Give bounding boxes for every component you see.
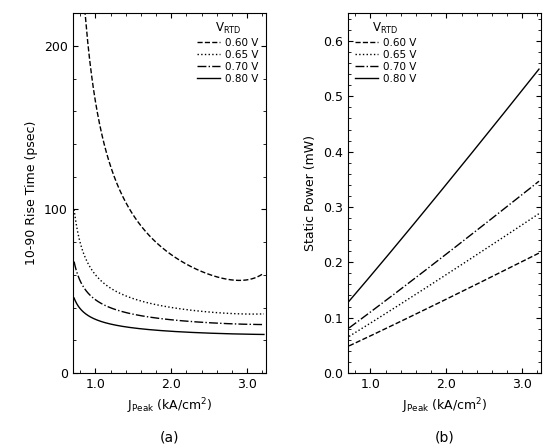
0.60 V <box>449 294 455 299</box>
0.65 V <box>161 304 167 309</box>
0.60 V <box>257 273 263 278</box>
Y-axis label: 10-90 Rise Time (psec): 10-90 Rise Time (psec) <box>25 121 39 266</box>
0.70 V <box>531 182 538 187</box>
0.80 V <box>184 329 190 335</box>
0.80 V <box>459 162 465 167</box>
X-axis label: J$_{\mathrm{Peak}}$ (kA/cm$^2$): J$_{\mathrm{Peak}}$ (kA/cm$^2$) <box>402 396 487 416</box>
0.60 V <box>531 253 538 258</box>
0.65 V <box>459 262 465 267</box>
0.60 V <box>437 299 444 305</box>
0.65 V <box>184 307 190 313</box>
0.80 V <box>161 328 167 333</box>
0.70 V <box>71 259 78 264</box>
0.65 V <box>261 311 267 317</box>
Line: 0.65 V: 0.65 V <box>74 210 264 314</box>
0.60 V <box>459 289 465 294</box>
0.70 V <box>261 322 267 327</box>
0.80 V <box>437 189 444 194</box>
0.65 V <box>249 311 256 317</box>
0.80 V <box>536 67 542 72</box>
0.70 V <box>174 317 180 323</box>
0.70 V <box>502 206 508 211</box>
0.65 V <box>436 277 442 282</box>
0.65 V <box>437 276 444 281</box>
0.65 V <box>346 334 353 339</box>
0.60 V <box>536 250 542 256</box>
0.60 V <box>236 278 243 283</box>
Line: 0.70 V: 0.70 V <box>349 181 539 328</box>
0.65 V <box>536 211 542 216</box>
0.70 V <box>437 256 444 261</box>
Line: 0.80 V: 0.80 V <box>349 69 539 301</box>
0.65 V <box>502 234 508 239</box>
0.80 V <box>531 72 538 78</box>
0.70 V <box>256 322 263 327</box>
0.80 V <box>436 190 442 196</box>
0.70 V <box>161 316 167 321</box>
0.60 V <box>436 300 442 305</box>
0.80 V <box>174 329 180 334</box>
0.80 V <box>346 298 353 304</box>
0.65 V <box>257 311 263 317</box>
Text: (b): (b) <box>435 431 454 444</box>
0.70 V <box>184 318 190 324</box>
0.80 V <box>162 328 169 333</box>
0.70 V <box>346 325 353 331</box>
Line: 0.70 V: 0.70 V <box>74 262 264 325</box>
0.80 V <box>502 109 508 115</box>
Legend: 0.60 V, 0.65 V, 0.70 V, 0.80 V: 0.60 V, 0.65 V, 0.70 V, 0.80 V <box>195 19 261 86</box>
0.80 V <box>71 295 78 301</box>
0.80 V <box>261 332 267 337</box>
0.60 V <box>174 256 180 261</box>
0.70 V <box>227 321 233 326</box>
X-axis label: J$_{\mathrm{Peak}}$ (kA/cm$^2$): J$_{\mathrm{Peak}}$ (kA/cm$^2$) <box>127 396 212 416</box>
0.60 V <box>71 11 78 16</box>
0.60 V <box>227 277 233 282</box>
Line: 0.60 V: 0.60 V <box>74 13 264 281</box>
0.60 V <box>162 248 169 253</box>
Legend: 0.60 V, 0.65 V, 0.70 V, 0.80 V: 0.60 V, 0.65 V, 0.70 V, 0.80 V <box>353 19 418 86</box>
0.65 V <box>174 305 180 311</box>
Line: 0.65 V: 0.65 V <box>349 214 539 337</box>
0.65 V <box>531 214 538 219</box>
0.65 V <box>71 207 78 212</box>
0.80 V <box>227 331 233 337</box>
0.70 V <box>436 257 442 262</box>
0.70 V <box>162 317 169 322</box>
Text: (a): (a) <box>160 431 179 444</box>
Line: 0.60 V: 0.60 V <box>349 253 539 346</box>
0.60 V <box>502 268 508 273</box>
0.80 V <box>256 332 263 337</box>
0.60 V <box>161 247 167 252</box>
0.80 V <box>449 175 455 180</box>
Line: 0.80 V: 0.80 V <box>74 298 264 334</box>
0.70 V <box>459 239 465 245</box>
0.65 V <box>162 304 169 309</box>
0.60 V <box>184 262 190 267</box>
0.65 V <box>227 311 233 316</box>
0.65 V <box>449 268 455 274</box>
Y-axis label: Static Power (mW): Static Power (mW) <box>304 135 317 251</box>
0.60 V <box>346 343 353 349</box>
0.70 V <box>536 178 542 184</box>
0.70 V <box>449 247 455 253</box>
0.60 V <box>261 270 267 276</box>
